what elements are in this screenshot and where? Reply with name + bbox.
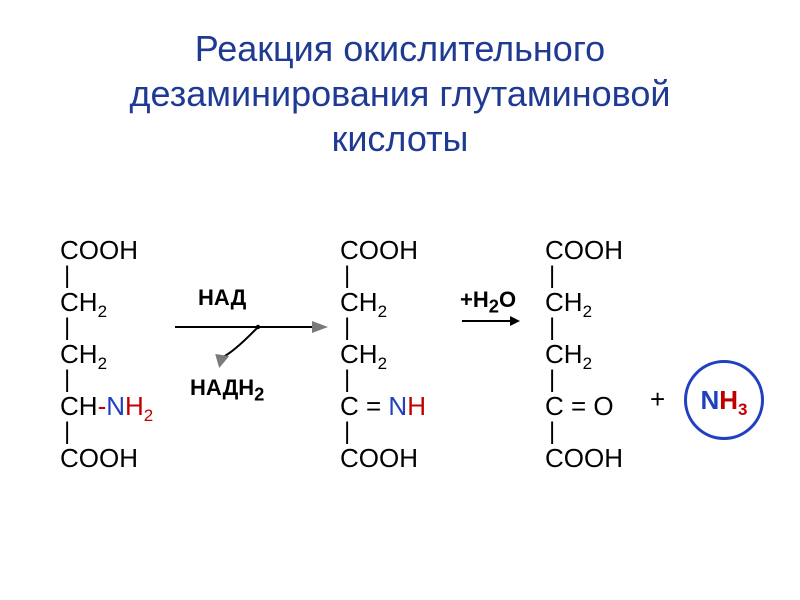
slide: { "title": { "line1": "Реакция окислител…	[0, 0, 800, 600]
formula-row: COOH	[340, 443, 510, 473]
molecule-alpha-ketoglutarate: COOH|CH2|CH2|C = O|COOH	[545, 235, 715, 473]
bond-vertical: |	[340, 421, 510, 443]
product-nh3-label: NH3	[700, 385, 747, 415]
bond-vertical: |	[545, 421, 715, 443]
formula-row: COOH	[60, 443, 230, 473]
title-line-2: дезаминирования глутаминовой	[130, 73, 671, 114]
molecule-imine-intermediate: COOH|CH2|CH2|C = NH|COOH	[340, 235, 510, 473]
title-line-3: кислоты	[332, 118, 469, 159]
formula-row: COOH	[545, 443, 715, 473]
title-line-1: Реакция окислительного	[195, 28, 605, 69]
bond-vertical: |	[545, 317, 715, 339]
reagent-nad: НАД	[198, 285, 246, 311]
formula-row: CH2	[545, 287, 715, 317]
bond-vertical: |	[340, 265, 510, 287]
slide-title: Реакция окислительного дезаминирования г…	[0, 26, 800, 161]
reaction-arrow-nad	[170, 312, 330, 372]
reaction-arrow-h2o	[460, 312, 522, 330]
bond-vertical: |	[340, 369, 510, 391]
reagent-nadh2: НАДН2	[190, 375, 264, 405]
formula-row: COOH	[340, 235, 510, 265]
formula-row: C = NH	[340, 391, 510, 421]
bond-vertical: |	[545, 265, 715, 287]
formula-row: COOH	[60, 235, 230, 265]
formula-row: COOH	[545, 235, 715, 265]
bond-vertical: |	[60, 265, 230, 287]
formula-row: CH2	[340, 339, 510, 369]
plus-sign: +	[650, 384, 665, 415]
product-nh3-circle: NH3	[684, 360, 764, 440]
formula-row: CH2	[545, 339, 715, 369]
